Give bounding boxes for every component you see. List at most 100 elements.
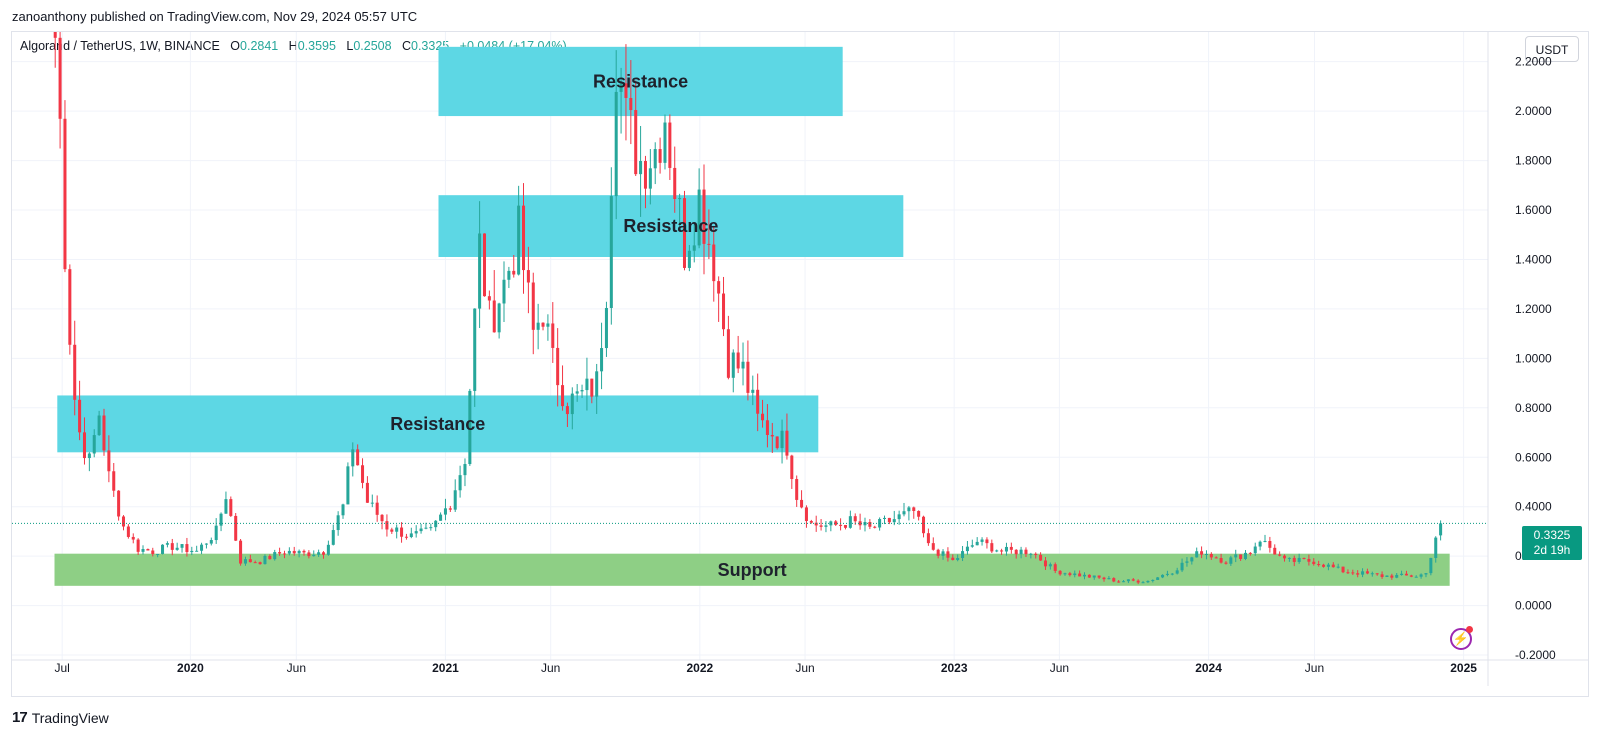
candle-body <box>995 550 999 552</box>
candle-body <box>1336 566 1340 568</box>
candle-body <box>1273 547 1277 555</box>
candle-body <box>458 475 462 491</box>
candle-body <box>1009 546 1013 550</box>
high-value: 0.3595 <box>297 39 336 53</box>
candle-body <box>600 348 604 372</box>
candle-body <box>624 83 628 98</box>
candle-body <box>297 550 301 554</box>
candle-body <box>1351 572 1355 574</box>
candle-body <box>1161 574 1165 578</box>
candle-body <box>922 516 926 534</box>
candle-body <box>1058 570 1062 575</box>
candle-body <box>1146 580 1150 583</box>
symbol-title[interactable]: Algorand / TetherUS, 1W, BINANCE <box>20 39 220 53</box>
candle-body <box>439 514 443 521</box>
candle-body <box>1434 537 1438 558</box>
candle-body <box>375 502 379 515</box>
candle-body <box>1209 553 1213 558</box>
x-tick-label: Jun <box>1050 661 1069 675</box>
candle-body <box>843 525 847 528</box>
resistance-zone[interactable] <box>438 46 843 117</box>
candle-body <box>829 521 833 526</box>
y-tick-label: -0.2000 <box>1515 648 1556 662</box>
candle-body <box>1414 576 1418 578</box>
support-zone[interactable] <box>54 553 1450 586</box>
candle-body <box>1258 541 1262 547</box>
candle-body <box>102 415 106 451</box>
candle-body <box>912 507 916 511</box>
candle-body <box>53 32 57 38</box>
last-price-tag: 0.3325 2d 19h <box>1522 526 1582 560</box>
candle-body <box>165 543 169 545</box>
candle-body <box>248 559 252 563</box>
candle-body <box>965 546 969 552</box>
candle-body <box>365 482 369 503</box>
candle-body <box>819 525 823 527</box>
candle-body <box>800 499 804 508</box>
candle-body <box>419 528 423 532</box>
resistance-zone[interactable] <box>438 195 904 257</box>
candle-body <box>361 465 365 483</box>
candle-body <box>1131 579 1135 581</box>
candle-body <box>482 233 486 297</box>
candle-body <box>834 521 838 525</box>
candle-body <box>604 307 608 349</box>
candle-body <box>453 490 457 510</box>
candle-body <box>1019 549 1023 555</box>
lightning-bolt-icon[interactable]: ⚡ <box>1450 628 1472 650</box>
candle-body <box>1136 580 1140 583</box>
candle-body <box>282 553 286 555</box>
candle-body <box>1156 577 1160 580</box>
candle-body <box>1102 577 1106 580</box>
candle-body <box>775 436 779 449</box>
candle-body <box>346 466 350 505</box>
candle-body <box>390 529 394 532</box>
candle-body <box>736 352 740 369</box>
candle-body <box>517 205 521 275</box>
candle-body <box>131 536 135 540</box>
candle-body <box>204 543 208 545</box>
candle-body <box>414 531 418 534</box>
candle-body <box>1243 552 1247 559</box>
candle-body <box>1248 552 1252 554</box>
candle-body <box>1190 557 1194 562</box>
candle-body <box>531 282 535 330</box>
candle-body <box>580 390 584 392</box>
candle-body <box>1200 551 1204 555</box>
currency-button[interactable]: USDT <box>1525 36 1579 62</box>
candle-body <box>1097 575 1101 578</box>
candle-body <box>907 507 911 512</box>
candle-body <box>1214 557 1218 559</box>
candle-body <box>1356 573 1360 575</box>
candle-body <box>1312 561 1316 565</box>
open-label: O <box>230 39 241 53</box>
candle-body <box>492 300 496 333</box>
y-tick-label: 0.0000 <box>1515 599 1552 613</box>
candle-body <box>1302 557 1306 559</box>
candle-body <box>873 526 877 528</box>
candle-body <box>151 550 155 555</box>
x-tick-label: 2022 <box>686 661 713 675</box>
candle-body <box>1341 566 1345 573</box>
candle-body <box>263 555 267 565</box>
candle-body <box>1219 557 1223 563</box>
candle-body <box>619 83 623 92</box>
tradingview-brand[interactable]: 17 TradingView <box>12 709 109 726</box>
candle-body <box>722 293 726 330</box>
candle-body <box>209 540 213 544</box>
candle-body <box>1126 579 1130 582</box>
candle-body <box>1307 558 1311 562</box>
notification-dot <box>1466 626 1473 633</box>
candle-body <box>687 250 691 268</box>
candle-body <box>634 110 638 175</box>
candle-body <box>575 391 579 394</box>
candle-body <box>653 149 657 169</box>
candle-body <box>668 122 672 168</box>
candle-body <box>1439 523 1443 536</box>
candle-body <box>243 559 247 564</box>
candle-body <box>443 508 447 515</box>
candle-body <box>941 551 945 556</box>
candle-body <box>956 557 960 561</box>
resistance-zone[interactable] <box>57 395 819 453</box>
